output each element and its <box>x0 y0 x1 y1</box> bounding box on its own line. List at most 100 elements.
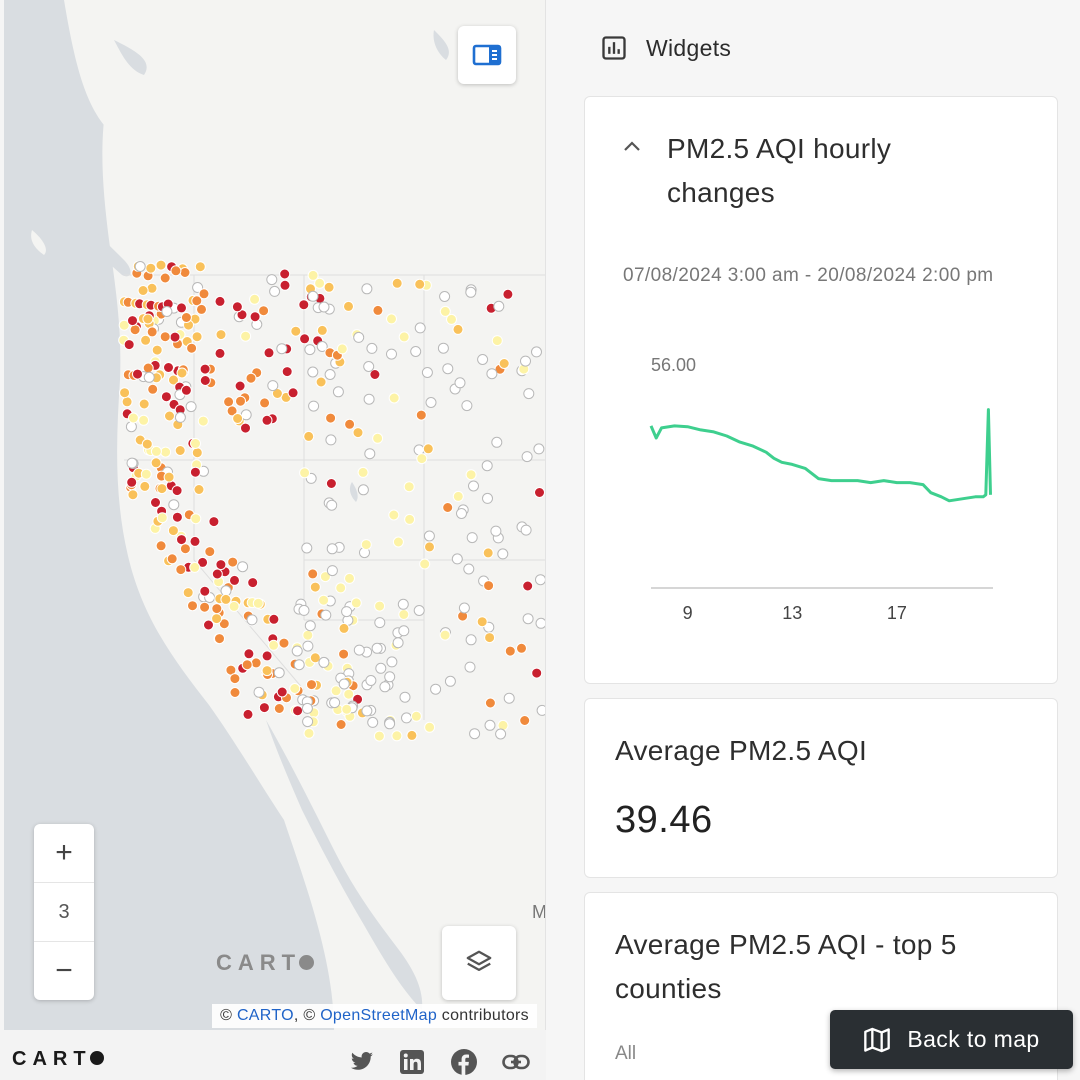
aqi-station-point[interactable] <box>214 347 226 359</box>
aqi-station-point[interactable] <box>486 368 498 380</box>
aqi-station-point[interactable] <box>134 261 146 272</box>
aqi-station-point[interactable] <box>338 678 350 690</box>
aqi-station-point[interactable] <box>132 368 143 380</box>
aqi-station-point[interactable] <box>243 648 255 660</box>
aqi-station-point[interactable] <box>314 277 326 289</box>
aqi-station-point[interactable] <box>367 716 379 728</box>
aqi-station-point[interactable] <box>325 478 337 489</box>
aqi-station-point[interactable] <box>127 489 139 501</box>
back-to-map-button[interactable]: Back to map <box>830 1010 1073 1069</box>
zoom-in-button[interactable]: + <box>55 836 73 869</box>
aqi-station-point[interactable] <box>388 392 400 404</box>
aqi-station-point[interactable] <box>268 613 280 625</box>
aqi-station-point[interactable] <box>246 614 258 626</box>
aqi-station-point[interactable] <box>439 291 451 302</box>
aqi-station-point[interactable] <box>353 644 365 656</box>
aqi-station-point[interactable] <box>168 499 180 511</box>
aqi-station-point[interactable] <box>199 585 211 597</box>
aqi-station-point[interactable] <box>316 341 328 352</box>
aqi-station-point[interactable] <box>240 330 252 342</box>
aqi-station-point[interactable] <box>520 355 531 367</box>
aqi-station-point[interactable] <box>303 727 315 739</box>
aqi-station-point[interactable] <box>373 730 385 742</box>
aqi-station-point[interactable] <box>484 719 496 731</box>
aqi-station-point[interactable] <box>320 609 332 621</box>
aqi-station-point[interactable] <box>466 532 478 544</box>
aqi-station-point[interactable] <box>237 561 249 573</box>
aqi-station-point[interactable] <box>278 637 290 649</box>
aqi-station-point[interactable] <box>193 484 205 495</box>
aqi-station-point[interactable] <box>242 708 254 720</box>
aqi-station-point[interactable] <box>197 415 209 427</box>
aqi-station-point[interactable] <box>521 451 533 463</box>
aqi-station-point[interactable] <box>231 301 243 313</box>
osm-attribution-link[interactable]: OpenStreetMap <box>320 1007 438 1024</box>
aqi-station-point[interactable] <box>384 718 396 730</box>
aqi-station-point[interactable] <box>531 346 542 358</box>
aqi-station-point[interactable] <box>303 430 315 442</box>
aqi-station-point[interactable] <box>276 343 288 355</box>
aqi-station-point[interactable] <box>168 374 179 386</box>
aqi-station-point[interactable] <box>326 543 338 555</box>
aqi-station-point[interactable] <box>350 597 362 609</box>
aqi-station-point[interactable] <box>119 387 131 399</box>
aqi-station-point[interactable] <box>484 697 496 709</box>
aqi-station-point[interactable] <box>194 261 206 273</box>
aqi-station-point[interactable] <box>504 645 516 657</box>
aqi-station-point[interactable] <box>179 267 191 278</box>
aqi-station-point[interactable] <box>146 282 158 294</box>
aqi-station-point[interactable] <box>129 324 141 336</box>
aqi-station-point[interactable] <box>151 344 163 356</box>
aqi-station-point[interactable] <box>159 331 171 343</box>
aqi-station-point[interactable] <box>163 362 174 373</box>
aqi-station-point[interactable] <box>189 466 201 478</box>
layers-button[interactable] <box>442 926 516 1000</box>
aqi-station-point[interactable] <box>127 412 139 424</box>
aqi-station-point[interactable] <box>190 513 202 525</box>
aqi-station-point[interactable] <box>374 600 386 612</box>
aqi-station-point[interactable] <box>533 443 545 455</box>
aqi-station-point[interactable] <box>211 603 223 615</box>
aqi-station-point[interactable] <box>324 369 336 380</box>
aqi-station-point[interactable] <box>424 541 435 553</box>
aqi-station-point[interactable] <box>306 679 317 691</box>
aqi-station-point[interactable] <box>147 383 159 395</box>
aqi-station-point[interactable] <box>465 634 477 646</box>
aqi-station-point[interactable] <box>535 574 546 586</box>
aqi-station-point[interactable] <box>398 609 410 620</box>
aqi-station-point[interactable] <box>424 721 436 733</box>
aqi-station-point[interactable] <box>413 605 425 616</box>
aqi-station-point[interactable] <box>170 265 182 277</box>
aqi-station-point[interactable] <box>140 468 152 480</box>
aqi-station-point[interactable] <box>214 295 226 307</box>
aqi-station-point[interactable] <box>318 594 330 606</box>
aqi-station-point[interactable] <box>211 568 223 580</box>
aqi-station-point[interactable] <box>490 525 502 537</box>
aqi-station-point[interactable] <box>446 313 457 325</box>
aqi-station-point[interactable] <box>369 369 381 380</box>
aqi-station-point[interactable] <box>121 396 133 408</box>
aqi-station-point[interactable] <box>410 710 422 722</box>
aqi-station-point[interactable] <box>364 448 376 460</box>
aqi-station-point[interactable] <box>484 632 496 644</box>
aqi-station-point[interactable] <box>374 617 386 629</box>
zoom-out-button[interactable]: − <box>55 954 73 987</box>
map-canvas[interactable]: + 3 − CART M © CARTO, © OpenStreetMap co… <box>4 0 546 1030</box>
aqi-station-point[interactable] <box>456 508 467 519</box>
aqi-station-point[interactable] <box>399 691 411 703</box>
aqi-station-point[interactable] <box>403 481 415 493</box>
aqi-station-point[interactable] <box>179 543 191 555</box>
aqi-station-point[interactable] <box>482 492 493 504</box>
aqi-station-point[interactable] <box>143 371 155 383</box>
aqi-station-point[interactable] <box>363 393 375 405</box>
aqi-station-point[interactable] <box>442 502 454 513</box>
aqi-station-point[interactable] <box>476 616 488 628</box>
aqi-station-point[interactable] <box>140 334 152 346</box>
aqi-station-point[interactable] <box>536 704 546 716</box>
aqi-station-point[interactable] <box>352 427 364 439</box>
aqi-station-point[interactable] <box>259 397 271 409</box>
aqi-station-point[interactable] <box>372 432 384 444</box>
aqi-station-point[interactable] <box>175 564 187 576</box>
aqi-station-point[interactable] <box>150 497 161 508</box>
aqi-station-point[interactable] <box>464 661 476 673</box>
